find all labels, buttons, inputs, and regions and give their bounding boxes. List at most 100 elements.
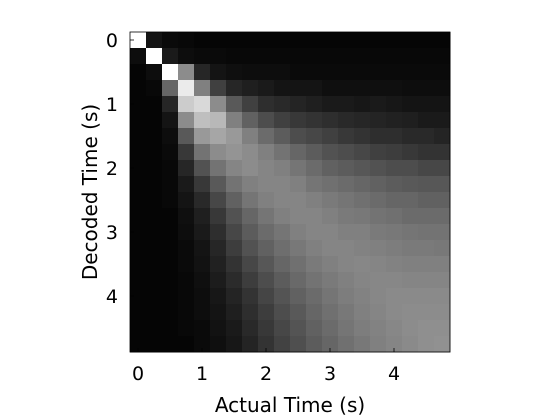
heatmap-cell <box>402 96 419 113</box>
heatmap-cell <box>162 272 179 289</box>
heatmap-cell <box>210 320 227 337</box>
heatmap-cell <box>194 128 211 145</box>
heatmap-cell <box>130 64 147 81</box>
heatmap-cell <box>146 144 163 161</box>
heatmap-cell <box>242 128 259 145</box>
heatmap-cell <box>162 192 179 209</box>
heatmap-cell <box>178 224 195 241</box>
heatmap-cell <box>274 112 291 129</box>
heatmap-cell <box>306 208 323 225</box>
heatmap-cell <box>210 176 227 193</box>
heatmap-cell <box>434 272 451 289</box>
heatmap-cell <box>162 128 179 145</box>
heatmap-cell <box>338 208 355 225</box>
heatmap-cell <box>322 144 339 161</box>
heatmap-cell <box>338 224 355 241</box>
heatmap-cell <box>162 96 179 113</box>
heatmap-cell <box>210 256 227 273</box>
heatmap-cell <box>226 208 243 225</box>
heatmap-cell <box>370 336 387 353</box>
heatmap-cell <box>322 32 339 49</box>
heatmap-cell <box>434 160 451 177</box>
heatmap-cell <box>370 96 387 113</box>
heatmap-cell <box>418 320 435 337</box>
heatmap-cell <box>354 80 371 97</box>
heatmap-cell <box>322 256 339 273</box>
heatmap-cell <box>386 240 403 257</box>
heatmap-cell <box>338 176 355 193</box>
heatmap-cell <box>290 224 307 241</box>
heatmap-cell <box>354 32 371 49</box>
heatmap-cell <box>146 176 163 193</box>
heatmap-cell <box>178 288 195 305</box>
heatmap-cell <box>434 80 451 97</box>
y-tick-label: 3 <box>106 222 118 244</box>
heatmap-cell <box>162 144 179 161</box>
heatmap-cell <box>434 288 451 305</box>
heatmap-cell <box>258 304 275 321</box>
heatmap-cell <box>354 160 371 177</box>
heatmap-cell <box>146 48 163 65</box>
heatmap-cell <box>146 208 163 225</box>
heatmap-cell <box>354 208 371 225</box>
heatmap-cell <box>290 80 307 97</box>
heatmap-cell <box>258 112 275 129</box>
heatmap-cell <box>210 192 227 209</box>
heatmap-cell <box>290 256 307 273</box>
heatmap-cell <box>386 128 403 145</box>
heatmap-cell <box>210 224 227 241</box>
heatmap-cell <box>194 48 211 65</box>
heatmap-cell <box>354 304 371 321</box>
heatmap-cell <box>434 48 451 65</box>
heatmap-cell <box>274 64 291 81</box>
heatmap-cell <box>258 80 275 97</box>
heatmap-cell <box>194 256 211 273</box>
heatmap-cell <box>322 96 339 113</box>
heatmap-cell <box>354 320 371 337</box>
heatmap-cell <box>258 320 275 337</box>
heatmap-cell <box>242 240 259 257</box>
heatmap-cell <box>130 240 147 257</box>
heatmap-cell <box>386 176 403 193</box>
heatmap-cell <box>386 64 403 81</box>
heatmap-cell <box>386 160 403 177</box>
heatmap-cell <box>370 240 387 257</box>
heatmap-cell <box>322 288 339 305</box>
heatmap-cell <box>386 208 403 225</box>
heatmap-cell <box>402 48 419 65</box>
heatmap-cell <box>226 304 243 321</box>
heatmap-cell <box>338 128 355 145</box>
heatmap-cell <box>290 112 307 129</box>
heatmap-cell <box>274 160 291 177</box>
heatmap-cell <box>226 192 243 209</box>
heatmap-cell <box>354 48 371 65</box>
heatmap-cell <box>242 96 259 113</box>
heatmap-cell <box>258 144 275 161</box>
heatmap-cell <box>290 192 307 209</box>
heatmap-cell <box>418 256 435 273</box>
heatmap-cell <box>226 80 243 97</box>
heatmap-cell <box>434 320 451 337</box>
heatmap-cell <box>322 160 339 177</box>
heatmap-cell <box>338 112 355 129</box>
heatmap-cell <box>370 176 387 193</box>
heatmap-cell <box>354 192 371 209</box>
heatmap-cell <box>146 272 163 289</box>
heatmap-cell <box>178 320 195 337</box>
heatmap-cell <box>434 112 451 129</box>
heatmap-cell <box>434 240 451 257</box>
heatmap-cell <box>338 48 355 65</box>
heatmap-cell <box>354 256 371 273</box>
heatmap-cell <box>226 32 243 49</box>
heatmap-cell <box>258 96 275 113</box>
heatmap-cell <box>226 96 243 113</box>
x-axis-label: Actual Time (s) <box>215 393 365 417</box>
y-tick-label: 2 <box>106 158 118 180</box>
heatmap-cell <box>162 224 179 241</box>
heatmap-cell <box>418 128 435 145</box>
heatmap-cell <box>306 144 323 161</box>
heatmap-cell <box>162 240 179 257</box>
heatmap-cell <box>402 128 419 145</box>
heatmap-cell <box>274 80 291 97</box>
heatmap-cell <box>130 304 147 321</box>
